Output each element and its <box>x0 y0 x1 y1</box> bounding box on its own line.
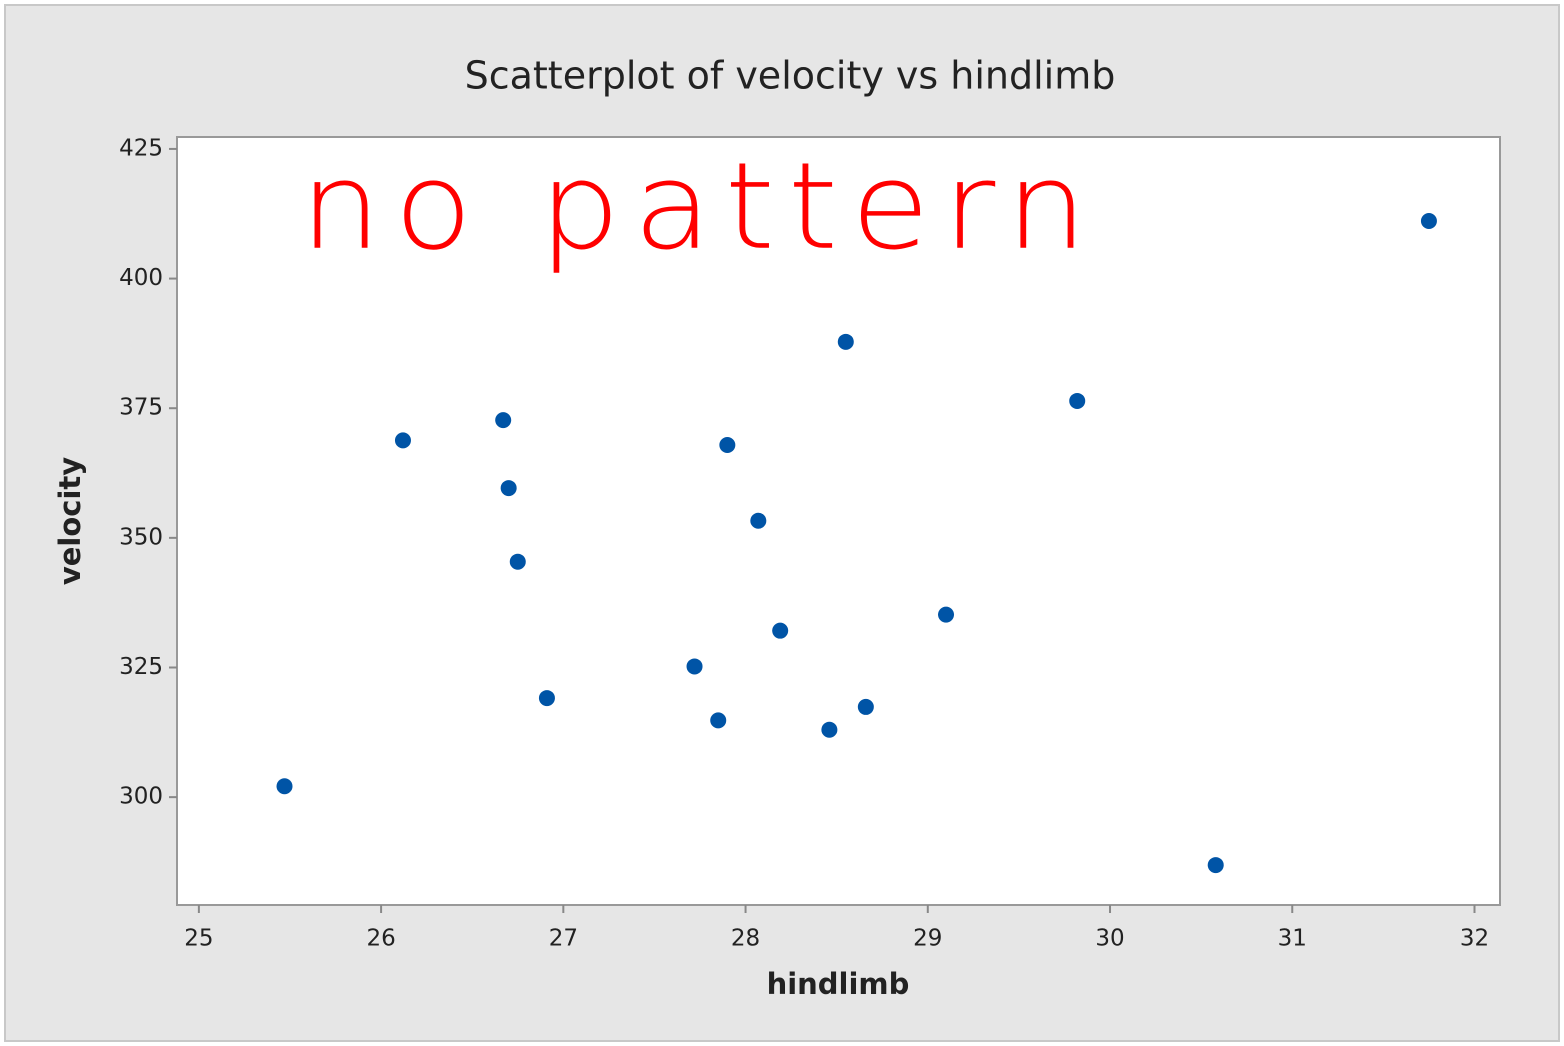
x-tick-label: 27 <box>549 926 578 952</box>
y-tick-label: 425 <box>119 135 163 161</box>
y-axis-label: velocity <box>53 457 87 585</box>
y-tick-label: 325 <box>119 654 163 680</box>
point <box>750 512 767 529</box>
point <box>837 333 854 350</box>
point <box>857 698 874 715</box>
y-tick-label: 375 <box>119 395 163 421</box>
point <box>276 778 293 795</box>
y-tick-label: 400 <box>119 265 163 291</box>
point <box>938 606 955 623</box>
x-tick-label: 26 <box>366 926 395 952</box>
chart-title: Scatterplot of velocity vs hindlimb <box>465 54 1116 98</box>
point <box>500 480 517 497</box>
point <box>719 437 736 454</box>
point <box>772 622 789 639</box>
point <box>394 432 411 449</box>
x-tick-label: 28 <box>731 926 760 952</box>
plot-area <box>176 136 1501 906</box>
x-tick-label: 29 <box>913 926 942 952</box>
point <box>1069 392 1086 409</box>
annotation: no pattern <box>300 138 1100 277</box>
point <box>710 712 727 729</box>
point <box>495 412 512 429</box>
point <box>686 658 703 675</box>
point <box>1420 213 1437 230</box>
x-tick-label: 25 <box>184 926 213 952</box>
y-tick-label: 300 <box>119 784 163 810</box>
x-axis-label: hindlimb <box>767 967 910 1001</box>
x-tick-label: 31 <box>1278 926 1307 952</box>
x-tick-label: 30 <box>1095 926 1124 952</box>
point <box>821 721 838 738</box>
point <box>509 553 526 570</box>
x-tick-label: 32 <box>1460 926 1489 952</box>
point <box>1207 857 1224 874</box>
y-tick-label: 350 <box>119 524 163 550</box>
point <box>538 690 555 707</box>
